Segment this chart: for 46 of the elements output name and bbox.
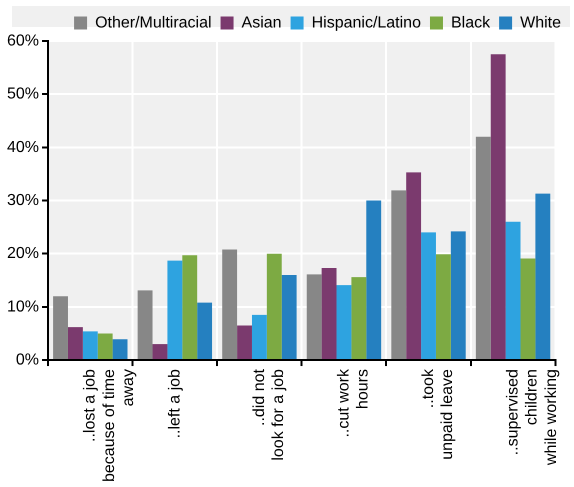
bar	[476, 136, 491, 360]
bar	[391, 190, 406, 360]
bar	[366, 200, 382, 360]
bar	[306, 274, 322, 360]
bar	[252, 314, 267, 360]
bar	[237, 325, 252, 360]
x-tick-label: ..cut work hours	[335, 368, 372, 438]
bar	[112, 339, 128, 360]
x-tick-label: ..lost a job because of time away	[82, 368, 138, 482]
bar	[53, 296, 68, 360]
y-tick-label: 60%	[6, 32, 40, 50]
bar	[535, 194, 550, 360]
bar	[336, 285, 352, 360]
bar	[197, 302, 212, 360]
y-tick-label: 20%	[6, 245, 40, 262]
bar	[282, 274, 297, 360]
legend-label: Hispanic/Latino	[312, 14, 422, 32]
bar	[82, 331, 98, 360]
y-tick-label: 40%	[6, 138, 40, 156]
bar	[520, 258, 536, 360]
bar	[98, 333, 113, 360]
bar	[266, 254, 282, 360]
y-tick-label: 10%	[6, 298, 40, 316]
y-tick-label: 0%	[16, 351, 40, 368]
legend-label: Other/Multiracial	[95, 14, 212, 32]
x-tick-label: ..left a job	[166, 368, 184, 438]
legend-label: White	[520, 14, 562, 32]
bar	[138, 290, 153, 360]
bar	[450, 231, 466, 360]
bar	[436, 254, 451, 360]
bar	[152, 344, 168, 360]
legend-label: Black	[450, 14, 492, 32]
bar	[68, 327, 83, 360]
y-tick-label: 30%	[6, 192, 40, 209]
bar	[222, 249, 238, 360]
x-tick-label: ..did not look for a job	[250, 368, 288, 461]
bar	[421, 232, 436, 360]
bar	[406, 172, 422, 360]
bar	[506, 222, 521, 360]
y-tick-label: 50%	[6, 86, 40, 103]
bar	[351, 277, 366, 360]
bar	[490, 54, 506, 360]
bar	[182, 255, 198, 360]
bar	[322, 268, 337, 360]
legend-label: Asian	[242, 14, 282, 32]
bar	[167, 260, 182, 360]
